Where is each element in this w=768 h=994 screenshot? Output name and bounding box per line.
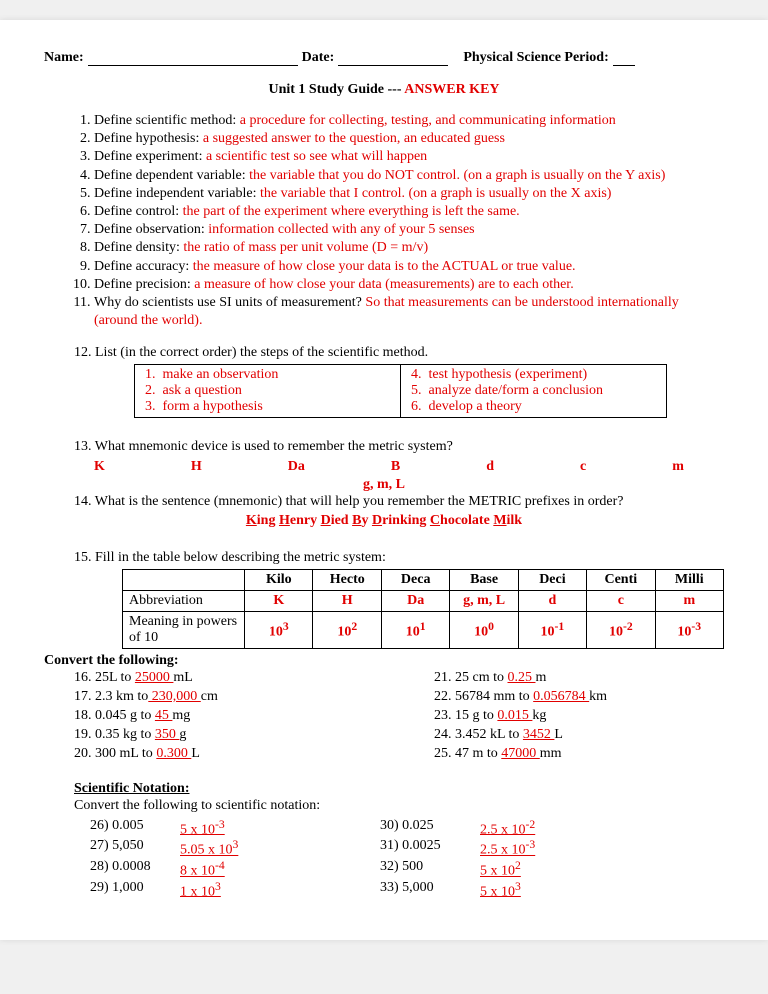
- list-item: Define density: the ratio of mass per un…: [94, 239, 724, 257]
- period-blank: [613, 50, 635, 66]
- list-item: 16. 25L to 25000 mL: [44, 669, 364, 688]
- q14-answer: King Henry Died By Drinking Chocolate Mi…: [44, 513, 724, 529]
- table-row: Meaning in powers of 10 103 102 101 100 …: [123, 612, 724, 649]
- list-item: 19. 0.35 kg to 350 g: [44, 726, 364, 745]
- date-label: Date:: [302, 50, 335, 66]
- sci-notation-block: 26) 0.005 5 x 10-3 30) 0.025 2.5 x 10-2 …: [44, 818, 724, 901]
- sci-notation-heading: Scientific Notation:: [44, 781, 724, 797]
- document-page: Name: Date: Physical Science Period: Uni…: [0, 20, 768, 940]
- q15-prompt: 15. Fill in the table below describing t…: [44, 549, 724, 567]
- list-item: Define control: the part of the experime…: [94, 203, 724, 221]
- metric-table: Kilo Hecto Deca Base Deci Centi Milli Ab…: [122, 569, 724, 649]
- list-item: 18. 0.045 g to 45 mg: [44, 707, 364, 726]
- period-label: Physical Science Period:: [463, 50, 608, 66]
- date-blank: [338, 50, 448, 66]
- q14-prompt: 14. What is the sentence (mnemonic) that…: [44, 493, 724, 511]
- list-item: 29) 1,000 1 x 103 33) 5,000 5 x 103: [44, 880, 724, 901]
- header-row: Name: Date: Physical Science Period:: [44, 50, 724, 66]
- list-item: Why do scientists use SI units of measur…: [94, 294, 724, 330]
- list-item: 24. 3.452 kL to 3452 L: [404, 726, 724, 745]
- list-item: Define accuracy: the measure of how clos…: [94, 258, 724, 276]
- list-item: Define dependent variable: the variable …: [94, 167, 724, 185]
- list-item: 21. 25 cm to 0.25 m: [404, 669, 724, 688]
- list-item: Define hypothesis: a suggested answer to…: [94, 130, 724, 148]
- steps-left-cell: 1. make an observation 2. ask a question…: [135, 365, 401, 418]
- list-item: 26) 0.005 5 x 10-3 30) 0.025 2.5 x 10-2: [44, 818, 724, 839]
- definitions-list: Define scientific method: a procedure fo…: [44, 112, 724, 330]
- list-item: 17. 2.3 km to 230,000 cm: [44, 688, 364, 707]
- convert-heading: Convert the following:: [44, 653, 724, 669]
- table-row: Kilo Hecto Deca Base Deci Centi Milli: [123, 570, 724, 591]
- list-item: 23. 15 g to 0.015 kg: [404, 707, 724, 726]
- conversion-left: 16. 25L to 25000 mL 17. 2.3 km to 230,00…: [44, 669, 364, 763]
- list-item: 25. 47 m to 47000 mm: [404, 745, 724, 764]
- conversion-columns: 16. 25L to 25000 mL 17. 2.3 km to 230,00…: [44, 669, 724, 763]
- mnemonic-sub: g, m, L: [44, 477, 724, 493]
- list-item: Define scientific method: a procedure fo…: [94, 112, 724, 130]
- table-row: Abbreviation K H Da g, m, L d c m: [123, 591, 724, 612]
- list-item: 27) 5,050 5.05 x 103 31) 0.0025 2.5 x 10…: [44, 838, 724, 859]
- page-title: Unit 1 Study Guide --- ANSWER KEY: [44, 82, 724, 98]
- list-item: Define observation: information collecte…: [94, 221, 724, 239]
- answer-key-badge: ANSWER KEY: [404, 82, 499, 97]
- list-item: Define precision: a measure of how close…: [94, 276, 724, 294]
- list-item: 22. 56784 mm to 0.056784 km: [404, 688, 724, 707]
- sci-notation-prompt: Convert the following to scientific nota…: [44, 797, 724, 815]
- name-label: Name:: [44, 50, 84, 66]
- q12-prompt: 12. List (in the correct order) the step…: [44, 344, 724, 362]
- title-prefix: Unit 1 Study Guide ---: [268, 82, 404, 97]
- name-blank: [88, 50, 298, 66]
- conversion-right: 21. 25 cm to 0.25 m 22. 56784 mm to 0.05…: [404, 669, 724, 763]
- mnemonic-letters: K H Da B d c m: [44, 459, 724, 475]
- list-item: 28) 0.0008 8 x 10-4 32) 500 5 x 102: [44, 859, 724, 880]
- steps-right-cell: 4. test hypothesis (experiment) 5. analy…: [401, 365, 667, 418]
- list-item: Define independent variable: the variabl…: [94, 185, 724, 203]
- steps-table: 1. make an observation 2. ask a question…: [134, 364, 667, 418]
- list-item: Define experiment: a scientific test so …: [94, 148, 724, 166]
- q13-prompt: 13. What mnemonic device is used to reme…: [44, 438, 724, 456]
- list-item: 20. 300 mL to 0.300 L: [44, 745, 364, 764]
